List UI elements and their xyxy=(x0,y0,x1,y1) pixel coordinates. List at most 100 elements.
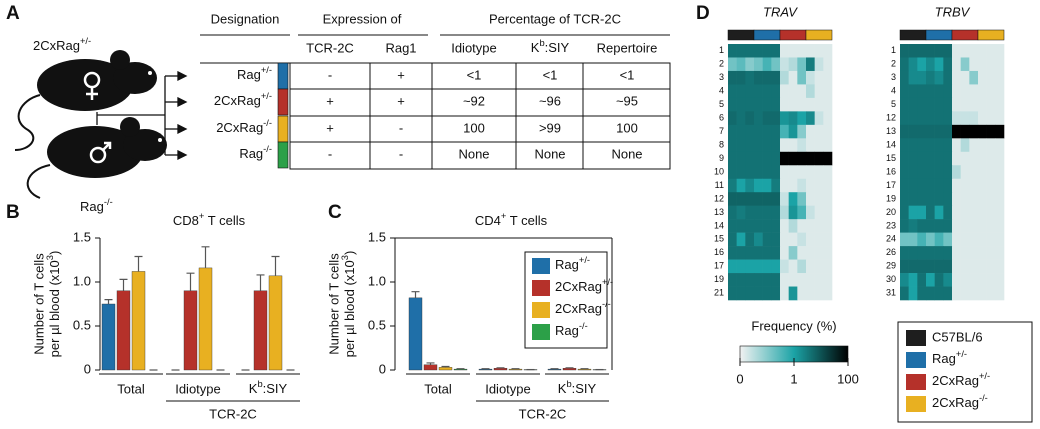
heatmap-cell xyxy=(797,205,807,220)
heatmap-cell xyxy=(728,192,737,206)
heatmap-cell xyxy=(995,192,1005,206)
text-part: per µl blood (x10 xyxy=(342,260,357,357)
heatmap-cell xyxy=(952,259,961,274)
heatmap-cell xyxy=(788,84,798,99)
table-group-header: Designation xyxy=(211,11,280,26)
table-cell: ~95 xyxy=(616,93,638,108)
heatmap-cell xyxy=(728,178,737,193)
heatmap-cell xyxy=(900,259,909,274)
heatmap-cell xyxy=(745,111,755,126)
heatmap-cell xyxy=(806,286,815,301)
heatmap-cell xyxy=(754,44,763,58)
heatmap-cell xyxy=(926,111,935,126)
heatmap-cell xyxy=(943,232,953,247)
mouse-label: 2CxRag+/- xyxy=(33,36,91,53)
heatmap-cell xyxy=(736,97,746,112)
text-part: K xyxy=(531,40,540,55)
heatmap-cell xyxy=(806,138,815,153)
heatmap-cell xyxy=(745,97,755,112)
row-label: 3 xyxy=(719,72,724,82)
group-bar xyxy=(753,29,781,41)
heatmap-cell xyxy=(814,232,824,247)
row-label: 14 xyxy=(714,220,724,230)
heatmap-cell xyxy=(762,286,772,301)
table-column-header: Idiotype xyxy=(451,40,497,55)
heatmap-cell xyxy=(788,246,798,260)
heatmap-cell xyxy=(934,219,944,233)
heatmap-cell xyxy=(952,70,961,85)
legend-label: 2CxRag+/- xyxy=(555,277,613,294)
legend-swatch xyxy=(906,396,926,412)
heatmap-cell xyxy=(788,273,798,287)
text-part: Rag xyxy=(555,257,579,272)
heatmap-cell xyxy=(788,259,798,274)
table-cell: 100 xyxy=(463,120,485,135)
heatmap-cell xyxy=(736,286,746,301)
heatmap-cell xyxy=(943,70,953,85)
error-bar xyxy=(256,274,265,291)
heatmap-cell xyxy=(908,178,918,193)
text-part: Rag xyxy=(237,67,261,82)
heatmap-cell xyxy=(926,205,935,220)
heatmap-cell xyxy=(900,273,909,287)
x-tick-label: Total xyxy=(117,381,145,396)
heatmap-cell xyxy=(754,57,763,72)
heatmap-cell xyxy=(788,219,798,233)
row-label: 5 xyxy=(719,99,724,109)
heatmap-cell xyxy=(762,138,772,153)
heatmap-cell xyxy=(978,151,987,166)
heatmap-cell xyxy=(745,286,755,301)
y-tick-label: 1.5 xyxy=(368,229,386,244)
heatmap-cell xyxy=(952,57,961,72)
heatmap-cell xyxy=(814,165,824,180)
heatmap-cell xyxy=(728,124,737,139)
heatmap-cell xyxy=(995,205,1005,220)
heatmap-cell xyxy=(762,205,772,220)
heatmap-cell xyxy=(814,97,824,112)
heatmap-cell xyxy=(995,124,1005,139)
heatmap-cell xyxy=(754,219,763,233)
y-tick-label: 0.5 xyxy=(368,317,386,332)
row-label: 1 xyxy=(719,45,724,55)
heatmap-cell xyxy=(978,286,987,301)
group-bar xyxy=(899,29,927,41)
row-label: 10 xyxy=(714,166,724,176)
heatmap-cell xyxy=(995,273,1005,287)
heatmap-cell xyxy=(978,97,987,112)
heatmap-cell xyxy=(823,259,833,274)
error-bar xyxy=(201,246,210,268)
group-bar xyxy=(727,29,755,41)
row-label: 8 xyxy=(719,139,724,149)
row-label: 19 xyxy=(714,274,724,284)
heatmap-cell xyxy=(995,138,1005,153)
text-part: 2CxRag xyxy=(555,279,602,294)
heatmap-cell xyxy=(806,232,815,247)
heatmap-cell xyxy=(934,205,944,220)
heatmap-cell xyxy=(736,84,746,99)
heatmap-cell xyxy=(762,151,772,166)
heatmap-cell xyxy=(736,124,746,139)
heatmap-cell xyxy=(806,57,815,72)
table-cell: - xyxy=(399,146,403,161)
heatmap-cell xyxy=(908,124,918,139)
heatmap-cell xyxy=(969,44,979,58)
text-part: -/- xyxy=(263,118,272,128)
heatmap-cell xyxy=(952,219,961,233)
table-cell: + xyxy=(397,93,405,108)
row-label: 2 xyxy=(719,59,724,69)
heatmap-cell xyxy=(823,219,833,233)
heatmap-cell xyxy=(745,178,755,193)
heatmap-cell xyxy=(995,44,1005,58)
legend-swatch xyxy=(532,258,550,274)
heatmap-cell xyxy=(960,111,970,126)
heatmap-cell xyxy=(995,57,1005,72)
mouse-male xyxy=(26,117,167,199)
heatmap-cell xyxy=(797,97,807,112)
heatmap-cell xyxy=(917,70,927,85)
heatmap-cell xyxy=(960,192,970,206)
heatmap-cell xyxy=(736,232,746,247)
text-part: 2CxRag xyxy=(216,120,263,135)
heatmap-cell xyxy=(900,138,909,153)
heatmap-cell xyxy=(814,205,824,220)
chart-title: CD8+ T cells xyxy=(173,211,246,228)
